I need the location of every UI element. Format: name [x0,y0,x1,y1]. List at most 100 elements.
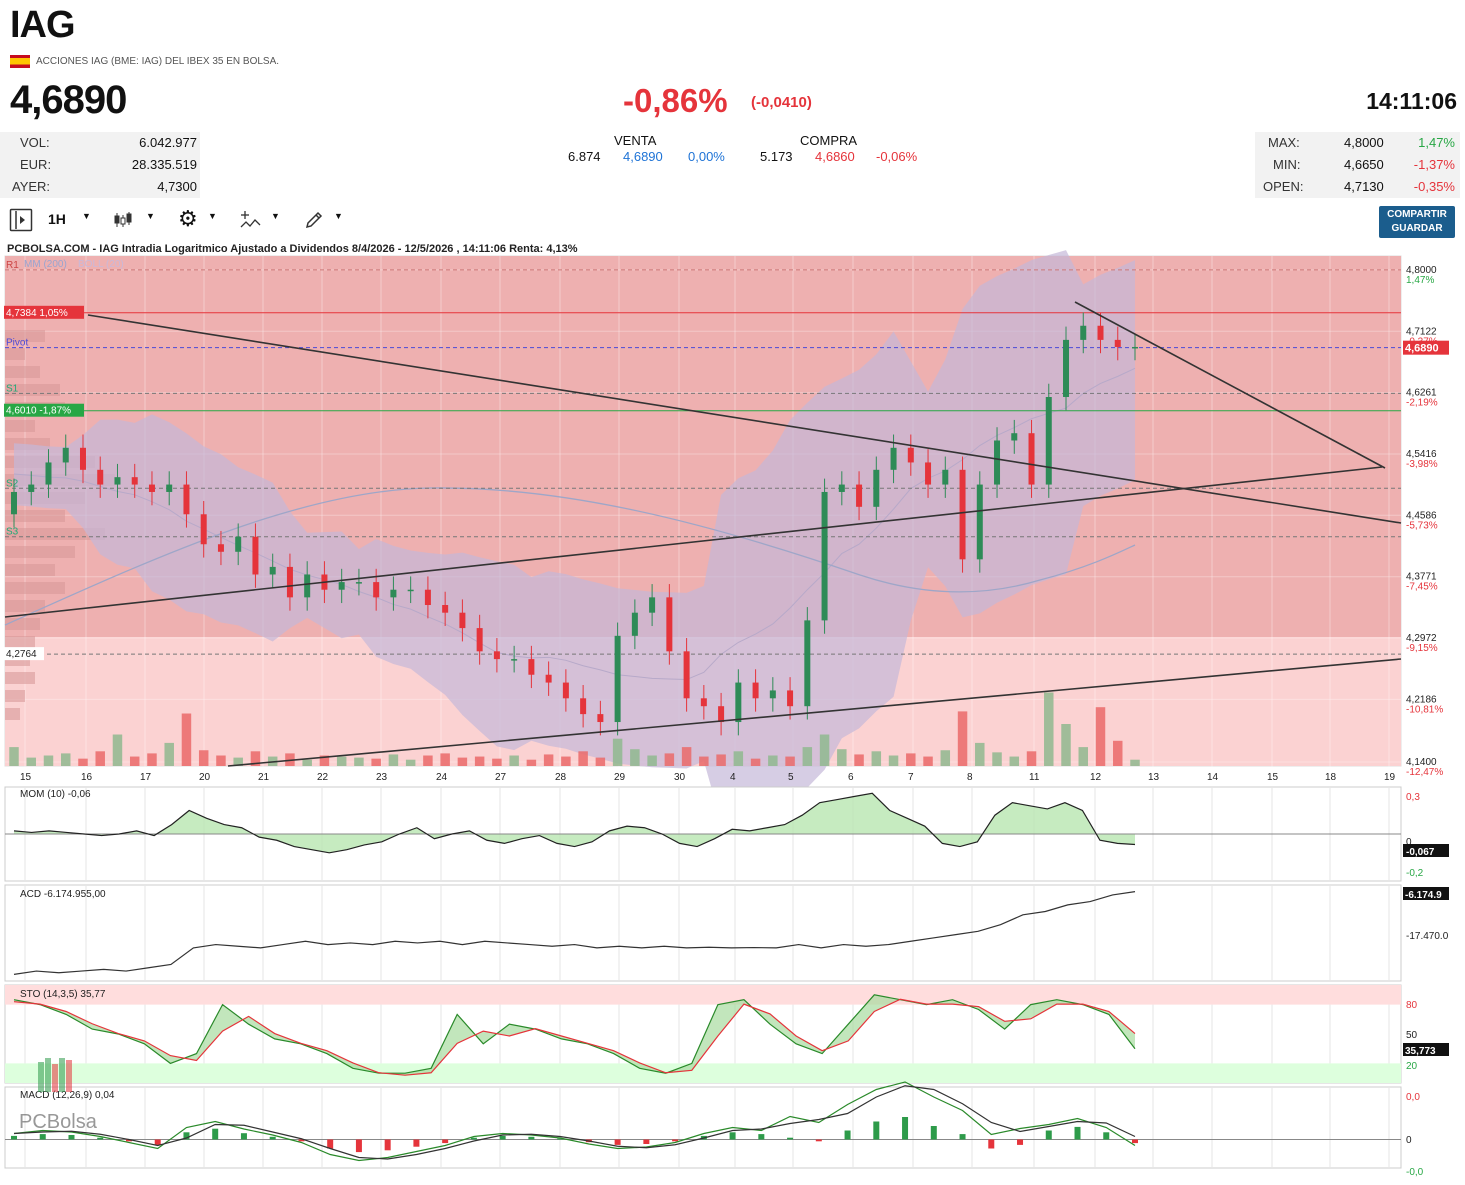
chevron-down-icon[interactable]: ▼ [208,211,217,221]
chevron-down-icon[interactable]: ▼ [82,211,91,221]
candle-body [493,651,500,660]
volume-bar [1095,707,1106,766]
candle-body [1080,325,1087,340]
volume-profile-bar [5,420,35,432]
volume-profile-bar [5,348,25,360]
spain-flag-icon [10,55,30,68]
candle-body [994,440,1001,485]
chevron-down-icon[interactable]: ▼ [146,211,155,221]
mom-last-text: -0,067 [1406,847,1435,858]
chevron-down-icon[interactable]: ▼ [271,211,280,221]
y-tick-label: 4,4586 [1406,510,1437,521]
buy-pct: -0,06% [876,149,918,164]
level-name: S1 [6,383,19,394]
candle-body [407,589,414,592]
candle-body [925,462,932,485]
candle-body [545,674,552,683]
x-tick-label: 17 [140,772,152,783]
candle-body [252,536,259,575]
prev-close-value: 4,7300 [157,179,197,194]
candle-body [390,589,397,598]
volume-bar [164,742,174,766]
trendline-ascending-lower[interactable] [227,658,1402,767]
max-label: MAX: [1268,135,1300,150]
y-tick-label: 4,8000 [1406,265,1437,276]
candle-body [355,582,362,584]
x-axis: 15 16 17 20 21 22 23 24 27 28 29 30 4 5 6 7 8 11 12 13 14 15 1… [20,772,1396,783]
macd-signal-line [13,1085,1136,1160]
interval-select[interactable]: 1H [48,211,66,227]
chevron-down-icon[interactable]: ▼ [334,211,343,221]
volume-bar [78,758,88,766]
x-tick-label: 24 [436,772,448,783]
macd-histogram-bar [959,1134,966,1140]
acd-title: ACD -6.174.955,00 [20,889,106,900]
x-tick-label: 23 [376,772,388,783]
macd-title: MACD (12,26,9) 0,04 [20,1090,115,1101]
volume-bar [957,711,968,766]
trendline-short[interactable] [1074,301,1386,469]
candle-body [166,484,173,492]
candle-body [614,635,621,723]
y-tick-label: 4,2186 [1406,694,1437,705]
volume-profile-bar [5,366,40,378]
candle-body [787,690,794,707]
x-tick-label: 22 [317,772,329,783]
candle-body [735,682,742,723]
candle-body [373,582,380,598]
legend: MM (200) BOLL (20) [24,259,124,270]
macd-histogram-bar [413,1139,420,1147]
volume-bar [457,757,468,766]
vol-value: 6.042.977 [139,135,197,150]
volume-bar [837,749,847,766]
candle-body [873,469,880,507]
y-tick-pct: -2,19% [1406,398,1438,409]
candle-body [631,612,638,636]
candles-icon[interactable] [114,211,134,229]
volume-profile-bar [5,330,45,342]
macd-histogram-bar [298,1139,305,1142]
volume-bar [975,742,985,766]
y-tick-label: 4,2972 [1406,633,1437,644]
volume-bar [664,753,675,766]
min-label: MIN: [1273,157,1301,172]
mom-fill [14,793,1135,853]
volume-bar [888,755,899,766]
gear-icon[interactable]: ⚙ [178,206,198,231]
volume-bar [526,759,537,766]
share-save-button[interactable]: COMPARTIR GUARDAR [1379,206,1455,238]
play-panel-icon[interactable] [9,208,33,232]
volume-stats: VOL: 6.042.977 EUR: 28.335.519 AYER: 4,7… [0,132,200,198]
x-tick-label: 30 [674,772,686,783]
volume-bar [181,713,192,766]
candle-body [907,447,914,463]
y-tick-pct: 1,47% [1406,275,1434,286]
volume-bar [1009,756,1020,766]
macd-histogram-bar [1017,1139,1024,1145]
macd-histogram-bar [902,1117,909,1140]
draw-pencil-icon[interactable] [304,210,324,230]
candle-body [959,469,966,560]
logo-bar [38,1062,44,1092]
volume-bar [371,758,381,766]
candle-body [476,628,483,652]
candle-body [942,469,949,485]
x-tick-label: 12 [1090,772,1102,783]
candle-body [269,566,276,575]
buy-qty: 5.173 [760,149,793,164]
eur-value: 28.335.519 [131,157,197,172]
volume-bar [474,756,485,766]
acd-line [13,891,1136,975]
candle-body [304,574,311,598]
sto-last-tag [1403,1043,1449,1056]
macd-histogram-bar [844,1130,851,1140]
indicators-icon[interactable] [240,210,262,230]
volume-bar [1130,759,1140,766]
logo-bar [52,1064,58,1092]
y-tick-label: 0,0 [1406,1092,1420,1103]
buy-price: 4,6860 [815,149,855,164]
trendline-ascending-upper[interactable] [4,466,1383,618]
candle-body [597,714,604,723]
candles [11,312,1138,736]
